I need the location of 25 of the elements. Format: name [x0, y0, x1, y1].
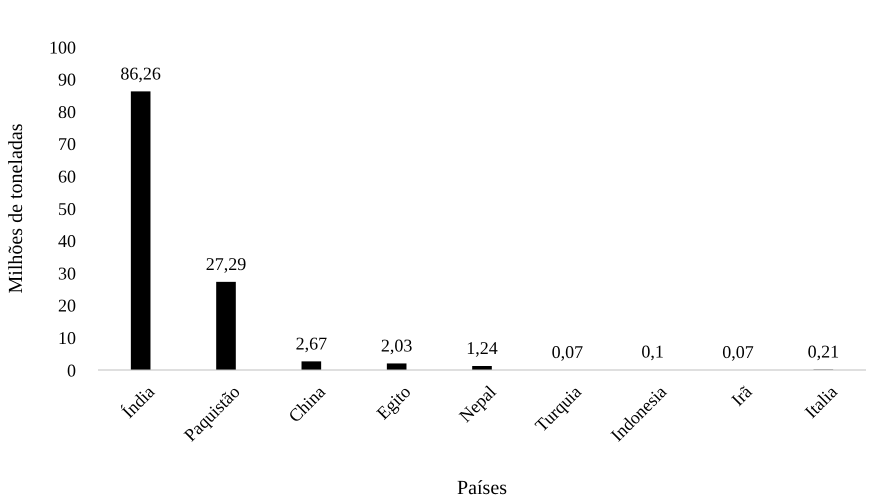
y-tick-label: 50 — [58, 198, 76, 219]
data-label: 0,07 — [552, 342, 584, 362]
x-tick-label: Índia — [118, 382, 158, 422]
x-axis-title: Países — [457, 477, 508, 499]
data-label: 2,03 — [380, 335, 412, 356]
y-tick-label: 80 — [58, 102, 76, 122]
data-label: 1,24 — [466, 338, 498, 358]
y-tick-label: 0 — [67, 360, 76, 380]
y-tick-label: 10 — [58, 328, 76, 348]
y-tick-label: 90 — [58, 70, 76, 90]
y-tick-label: 70 — [58, 134, 76, 154]
x-tick-label: Italia — [800, 382, 842, 422]
data-label: 2,67 — [296, 333, 328, 354]
y-axis-title: Milhões de toneladas — [5, 123, 27, 294]
y-tick-label: 20 — [58, 296, 76, 316]
data-label: 0,21 — [808, 341, 840, 362]
y-tick-label: 100 — [49, 37, 76, 58]
data-label: 0,07 — [722, 342, 754, 362]
x-tick-label: Irã — [727, 382, 756, 410]
data-label: 0,1 — [641, 342, 664, 362]
y-tick-label: 60 — [58, 166, 76, 186]
data-label: 86,26 — [120, 63, 161, 84]
y-tick-label: 30 — [58, 263, 76, 284]
data-label: 27,29 — [206, 254, 246, 274]
y-tick-label: 40 — [58, 231, 76, 252]
